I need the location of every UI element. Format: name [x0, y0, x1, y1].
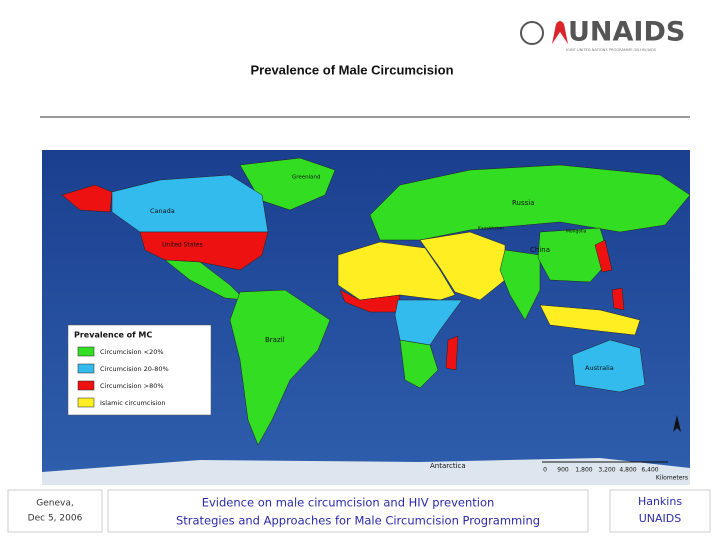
antarctica [42, 458, 690, 485]
map-label: Brazil [265, 336, 285, 344]
logo: UNAIDS JOINT UNITED NATIONS PROGRAMME ON… [520, 17, 685, 52]
scale-tick: 900 [557, 467, 569, 474]
logo-text: UNAIDS [568, 17, 685, 48]
north-arrow [673, 415, 681, 432]
un-emblem [520, 21, 544, 45]
scale-tick: 6,400 [641, 467, 658, 474]
world-map: Greenland Canada United States Russia Ka… [42, 150, 691, 485]
indonesia [539, 304, 641, 336]
legend-item: Circumcision <20% [100, 348, 164, 356]
china [537, 227, 611, 283]
madagascar [445, 335, 459, 371]
southern-africa [399, 339, 439, 389]
map-label: Antarctica [430, 462, 466, 470]
legend-item: Circumcision 20-80% [100, 365, 169, 373]
philippines [611, 287, 625, 311]
ribbon [552, 21, 568, 44]
north-label: N [674, 421, 679, 429]
scale-unit: Kilometers [656, 475, 688, 482]
footer-box [7, 489, 103, 533]
legend-swatch [77, 397, 95, 408]
footer-line: Strategies and Approaches for Male Circu… [176, 514, 540, 528]
footer-line: Evidence on male circumcision and HIV pr… [202, 496, 495, 510]
legend-swatch [77, 363, 95, 374]
footer-box [107, 489, 589, 533]
footer-box [609, 489, 711, 533]
map-label: Mongolia [566, 229, 587, 235]
usa [139, 231, 269, 271]
south-america [229, 289, 331, 446]
footer-place: Geneva, [36, 499, 73, 509]
korea-japan [594, 239, 613, 273]
map-label: United States [162, 242, 203, 249]
scale-tick: 3,200 [598, 467, 615, 474]
scale-tick: 0 [543, 467, 547, 474]
alaska [61, 184, 113, 213]
legend-item: Islamic circumcision [100, 399, 165, 407]
central-africa [394, 299, 463, 346]
legend-item: Circumcision >80% [100, 382, 164, 390]
map-label: Australia [585, 364, 614, 372]
slide-title: Prevalence of Male Circumcision [250, 62, 453, 77]
scale-tick: 1,800 [575, 467, 592, 474]
map-label: China [530, 246, 550, 254]
legend-swatch [77, 380, 95, 391]
canada [111, 174, 269, 233]
logo-subtitle: JOINT UNITED NATIONS PROGRAMME ON HIV/AI… [565, 48, 657, 52]
map-label: Canada [150, 207, 175, 215]
middle-east [419, 231, 506, 301]
scale-tick: 4,800 [619, 467, 636, 474]
footer-author: Hankins [638, 495, 682, 508]
legend-swatch [77, 346, 95, 357]
legend: Prevalence of MC Circumcision <20% Circu… [67, 324, 212, 416]
footer-date: Dec 5, 2006 [28, 514, 83, 524]
map-label: Russia [512, 199, 535, 207]
north-africa [337, 241, 456, 301]
legend-title: Prevalence of MC [74, 331, 152, 340]
map-label: Greenland [292, 175, 321, 181]
scale-bar: 0 900 1,800 3,200 4,800 6,400 Kilometers [542, 461, 688, 482]
australia [571, 339, 646, 393]
map-label: Kazakhstan [478, 226, 504, 232]
footer-org: UNAIDS [639, 512, 682, 525]
